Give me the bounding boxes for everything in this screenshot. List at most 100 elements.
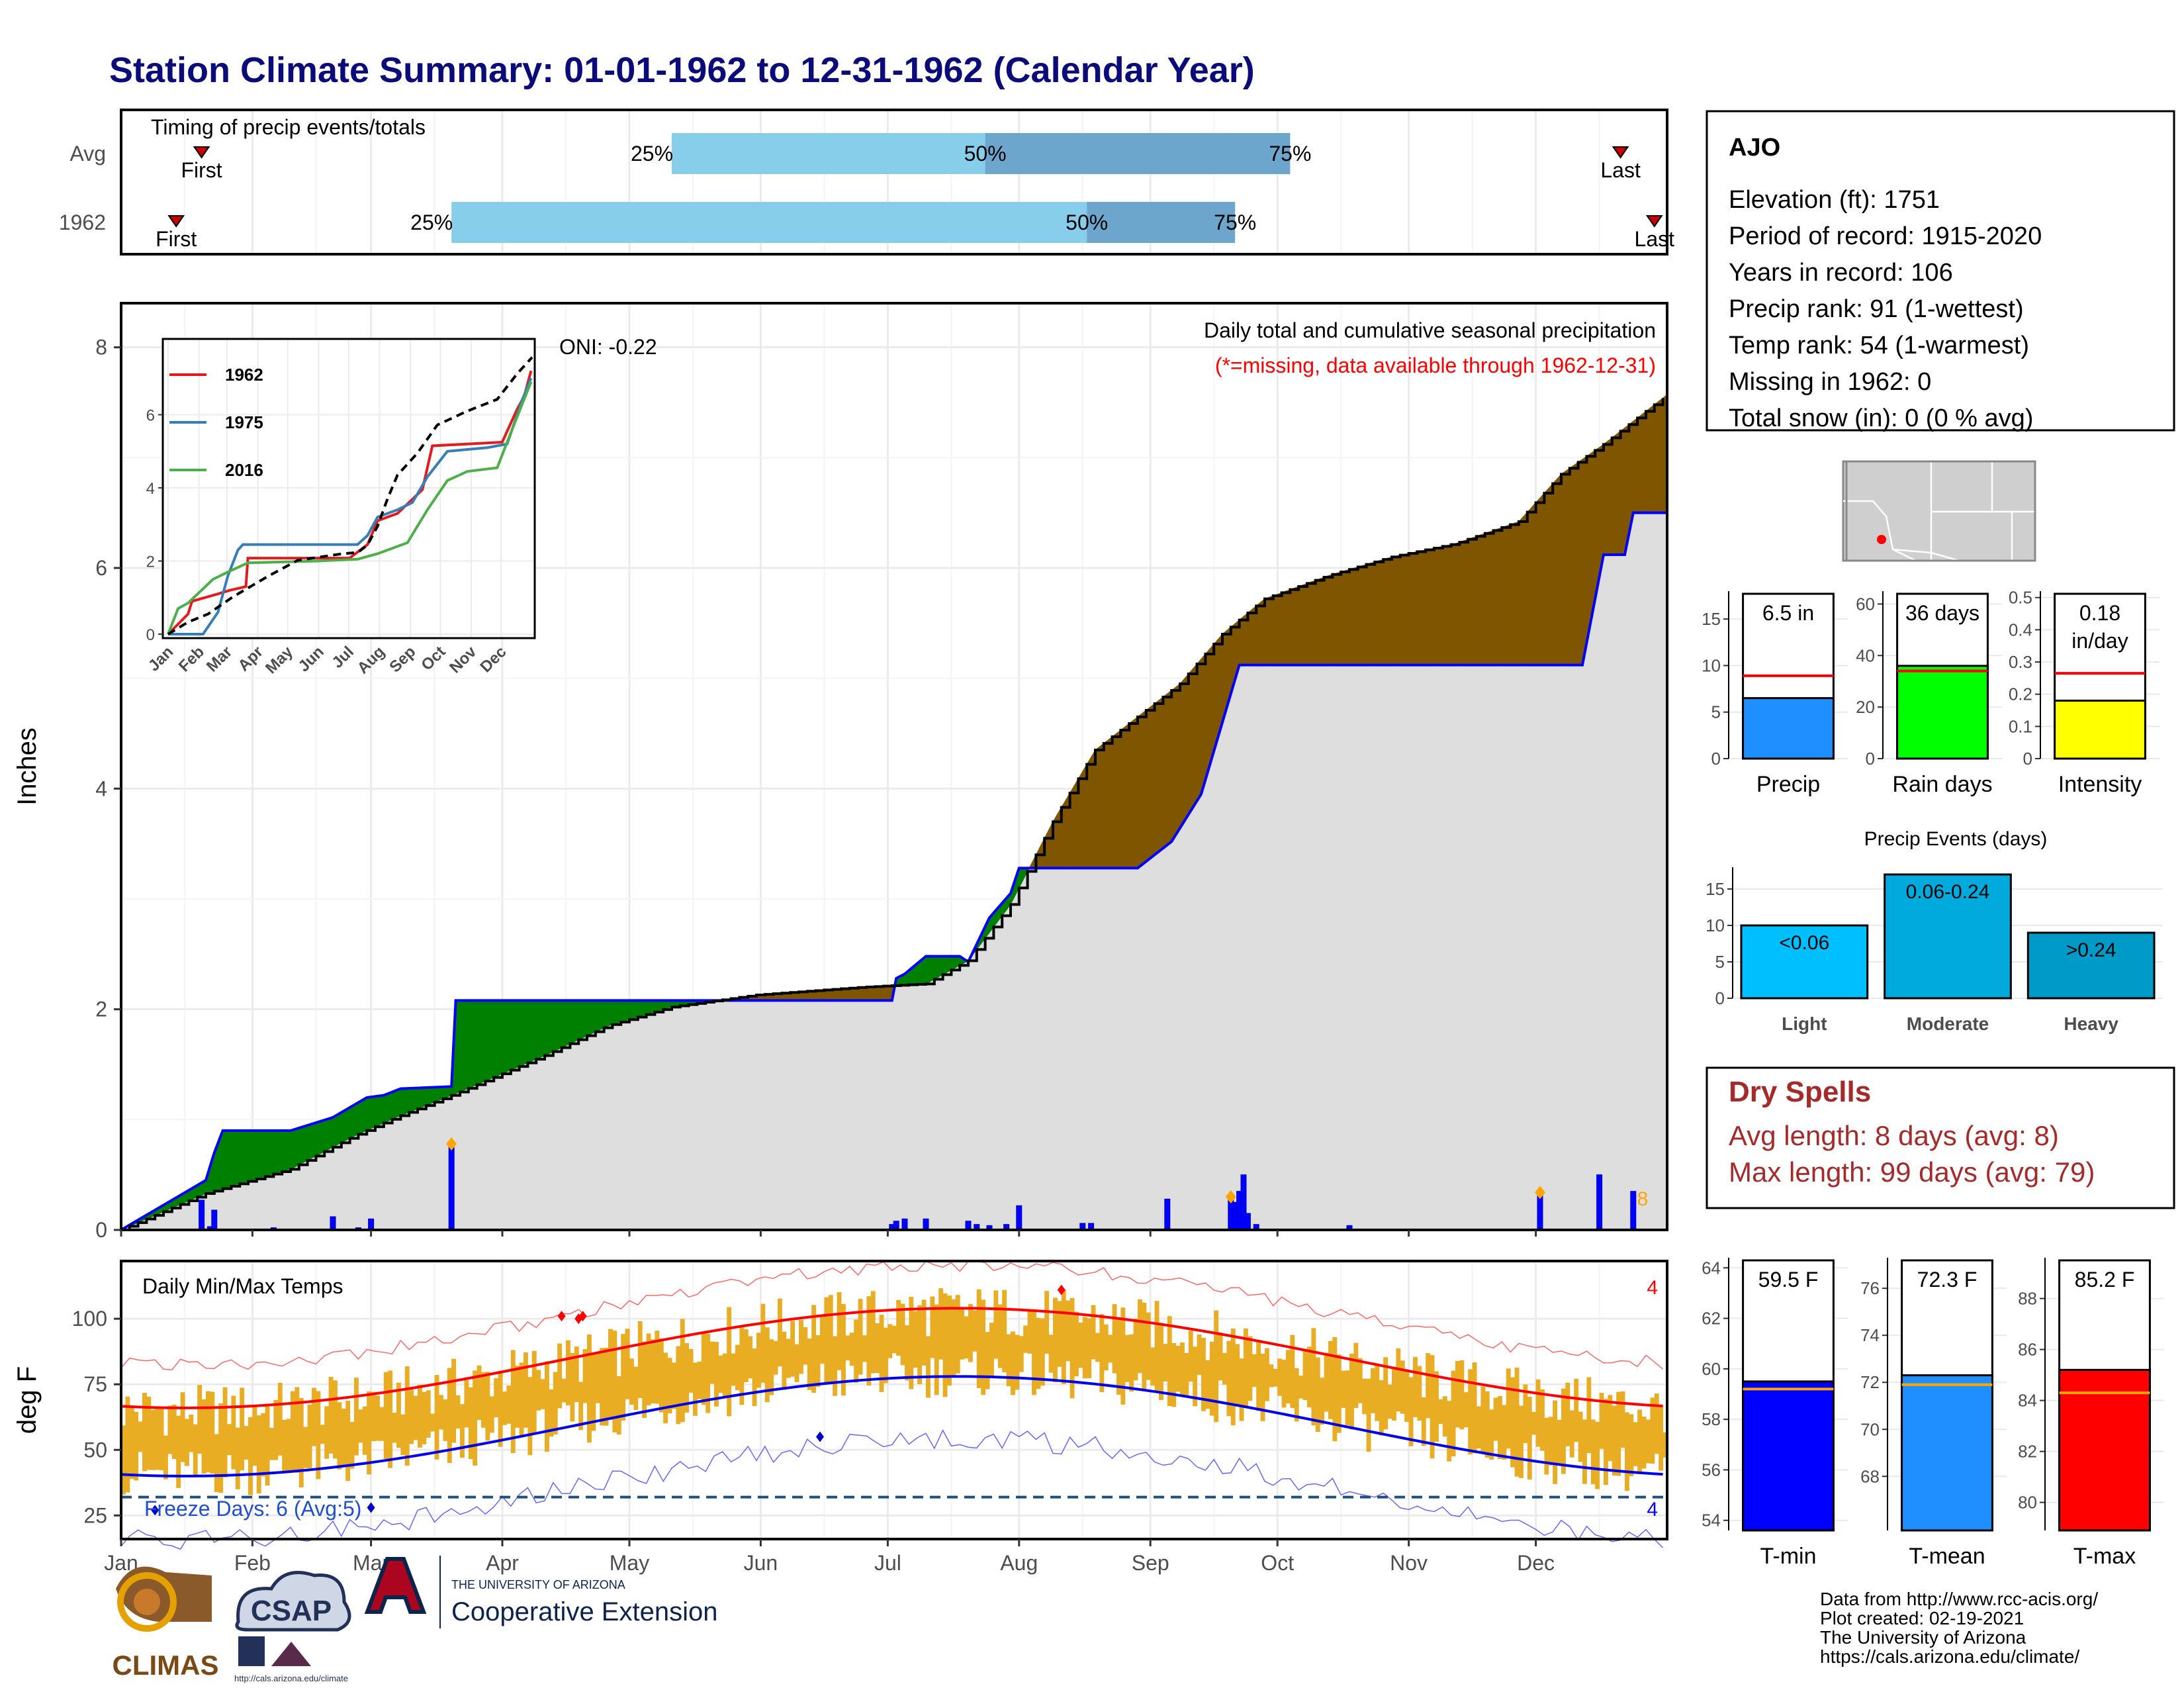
daily-temp-bar (1277, 1358, 1283, 1396)
daily-temp-bar (900, 1303, 905, 1366)
station-name: AJO (1729, 134, 1780, 162)
daily-temp-bar (854, 1319, 859, 1383)
daily-temp-bar (1099, 1314, 1105, 1392)
daily-temp-bar (129, 1405, 134, 1479)
value-bar (1742, 697, 1835, 760)
daily-temp-bar (887, 1324, 893, 1358)
daily-temp-bar (921, 1299, 927, 1366)
daily-temp-bar (727, 1307, 732, 1417)
daily-temp-bar (1392, 1367, 1396, 1421)
surplus-area (235, 1130, 240, 1186)
daily-temp-bar (756, 1333, 761, 1388)
y-tick-label: 15 (1706, 879, 1725, 899)
daily-temp-bar (909, 1297, 914, 1389)
event-category-label: Heavy (2064, 1013, 2118, 1034)
daily-temp-bar (1371, 1368, 1375, 1413)
daily-temp-bar (1286, 1350, 1291, 1404)
surplus-area (604, 1000, 609, 1029)
y-tick-label: 88 (2018, 1289, 2037, 1309)
daily-temp-bar (1265, 1348, 1269, 1401)
daily-temp-bar (1455, 1360, 1460, 1428)
last-event-marker (1612, 146, 1629, 159)
deficit-area (1298, 584, 1304, 666)
deficit-area (1357, 565, 1363, 666)
deficit-area (1612, 434, 1617, 555)
daily-temp-bar (1150, 1347, 1156, 1386)
daily-temp-bar (1434, 1371, 1439, 1442)
deficit-area (1209, 643, 1214, 766)
deficit-area (1306, 581, 1312, 666)
daily-precip-bar (330, 1216, 336, 1231)
daily-temp-bar (824, 1297, 829, 1385)
daily-temp-bar (1281, 1360, 1287, 1408)
deficit-area (1112, 732, 1117, 868)
surplus-area (375, 1095, 380, 1127)
deficit-area (1425, 548, 1431, 666)
daily-temp-bar (506, 1385, 512, 1424)
daily-temp-bar (1553, 1400, 1558, 1484)
record-high-marker (557, 1311, 566, 1322)
daily-temp-bar (1032, 1311, 1036, 1395)
deficit-area (1273, 593, 1278, 666)
daily-temp-bar (731, 1353, 736, 1386)
daily-temp-bar (1510, 1377, 1516, 1468)
deficit-area (1205, 648, 1210, 780)
university-name: THE UNIVERSITY OF ARIZONA (451, 1578, 625, 1591)
daily-temp-bar (997, 1304, 1003, 1368)
daily-temp-bar (349, 1422, 355, 1469)
deficit-area (1349, 567, 1354, 666)
daily-temp-bar (570, 1353, 575, 1422)
value-label: 36 days (1905, 601, 1979, 625)
y-tick-label: 5 (1711, 702, 1721, 722)
daily-temp-bar (1447, 1401, 1452, 1462)
month-label: May (610, 1551, 649, 1575)
daily-temp-bar (616, 1376, 621, 1435)
deficit-area (1179, 678, 1185, 829)
daily-temp-bar (218, 1403, 224, 1493)
daily-temp-bar (764, 1327, 770, 1403)
month-label: Nov (1390, 1551, 1428, 1575)
daily-temp-bar (913, 1311, 918, 1368)
daily-temp-bar (591, 1352, 596, 1431)
deficit-area (1150, 702, 1156, 859)
timing-q75-label: 75% (1214, 211, 1256, 234)
missing-marker: 8 (1637, 1188, 1649, 1210)
deficit-area (1289, 587, 1295, 666)
surplus-area (404, 1088, 410, 1115)
freeze-days-label: Freeze Days: 6 (Avg:5) (144, 1497, 361, 1521)
daily-temp-bar (379, 1407, 385, 1441)
value-label: 72.3 F (1917, 1268, 1978, 1291)
daily-temp-bar (1163, 1344, 1168, 1382)
deficit-area (1387, 556, 1392, 666)
deficit-area (1128, 719, 1134, 868)
deficit-area (1416, 550, 1422, 666)
daily-temp-bar (1074, 1311, 1079, 1377)
deficit-area (1201, 653, 1206, 794)
deficit-area (1615, 430, 1621, 555)
daily-temp-bar (1540, 1389, 1545, 1451)
daily-temp-bar (778, 1298, 782, 1367)
surplus-area (942, 956, 948, 976)
daily-temp-bar (498, 1371, 503, 1447)
value-label: 6.5 in (1762, 601, 1814, 625)
surplus-area (531, 1000, 537, 1062)
daily-temp-bar (621, 1334, 626, 1421)
daily-temp-bar (531, 1350, 537, 1434)
inset-legend-label: 1975 (225, 412, 263, 432)
inset-y-tick-label: 2 (146, 553, 155, 571)
daily-temp-bar (1209, 1341, 1214, 1416)
event-bar-label: 0.06-0.24 (1906, 881, 1990, 903)
deficit-area (1603, 440, 1608, 555)
daily-temp-bar (1404, 1371, 1410, 1423)
y-tick-label: 4 (95, 776, 107, 800)
daily-temp-bar (752, 1348, 757, 1407)
daily-temp-bar (527, 1377, 533, 1456)
big-event-marker (1535, 1186, 1545, 1199)
daily-precip-bar (1244, 1213, 1251, 1231)
daily-temp-bar (400, 1414, 406, 1456)
daily-temp-bar (676, 1346, 681, 1425)
daily-temp-bar (794, 1344, 799, 1382)
surplus-area (553, 1000, 558, 1053)
surplus-area (459, 1000, 465, 1093)
month-label: Jul (874, 1551, 901, 1575)
